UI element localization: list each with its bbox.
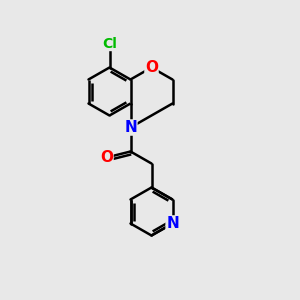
Text: O: O — [145, 60, 158, 75]
Text: N: N — [166, 216, 179, 231]
Text: Cl: Cl — [102, 37, 117, 50]
Text: O: O — [100, 150, 113, 165]
Text: N: N — [124, 120, 137, 135]
